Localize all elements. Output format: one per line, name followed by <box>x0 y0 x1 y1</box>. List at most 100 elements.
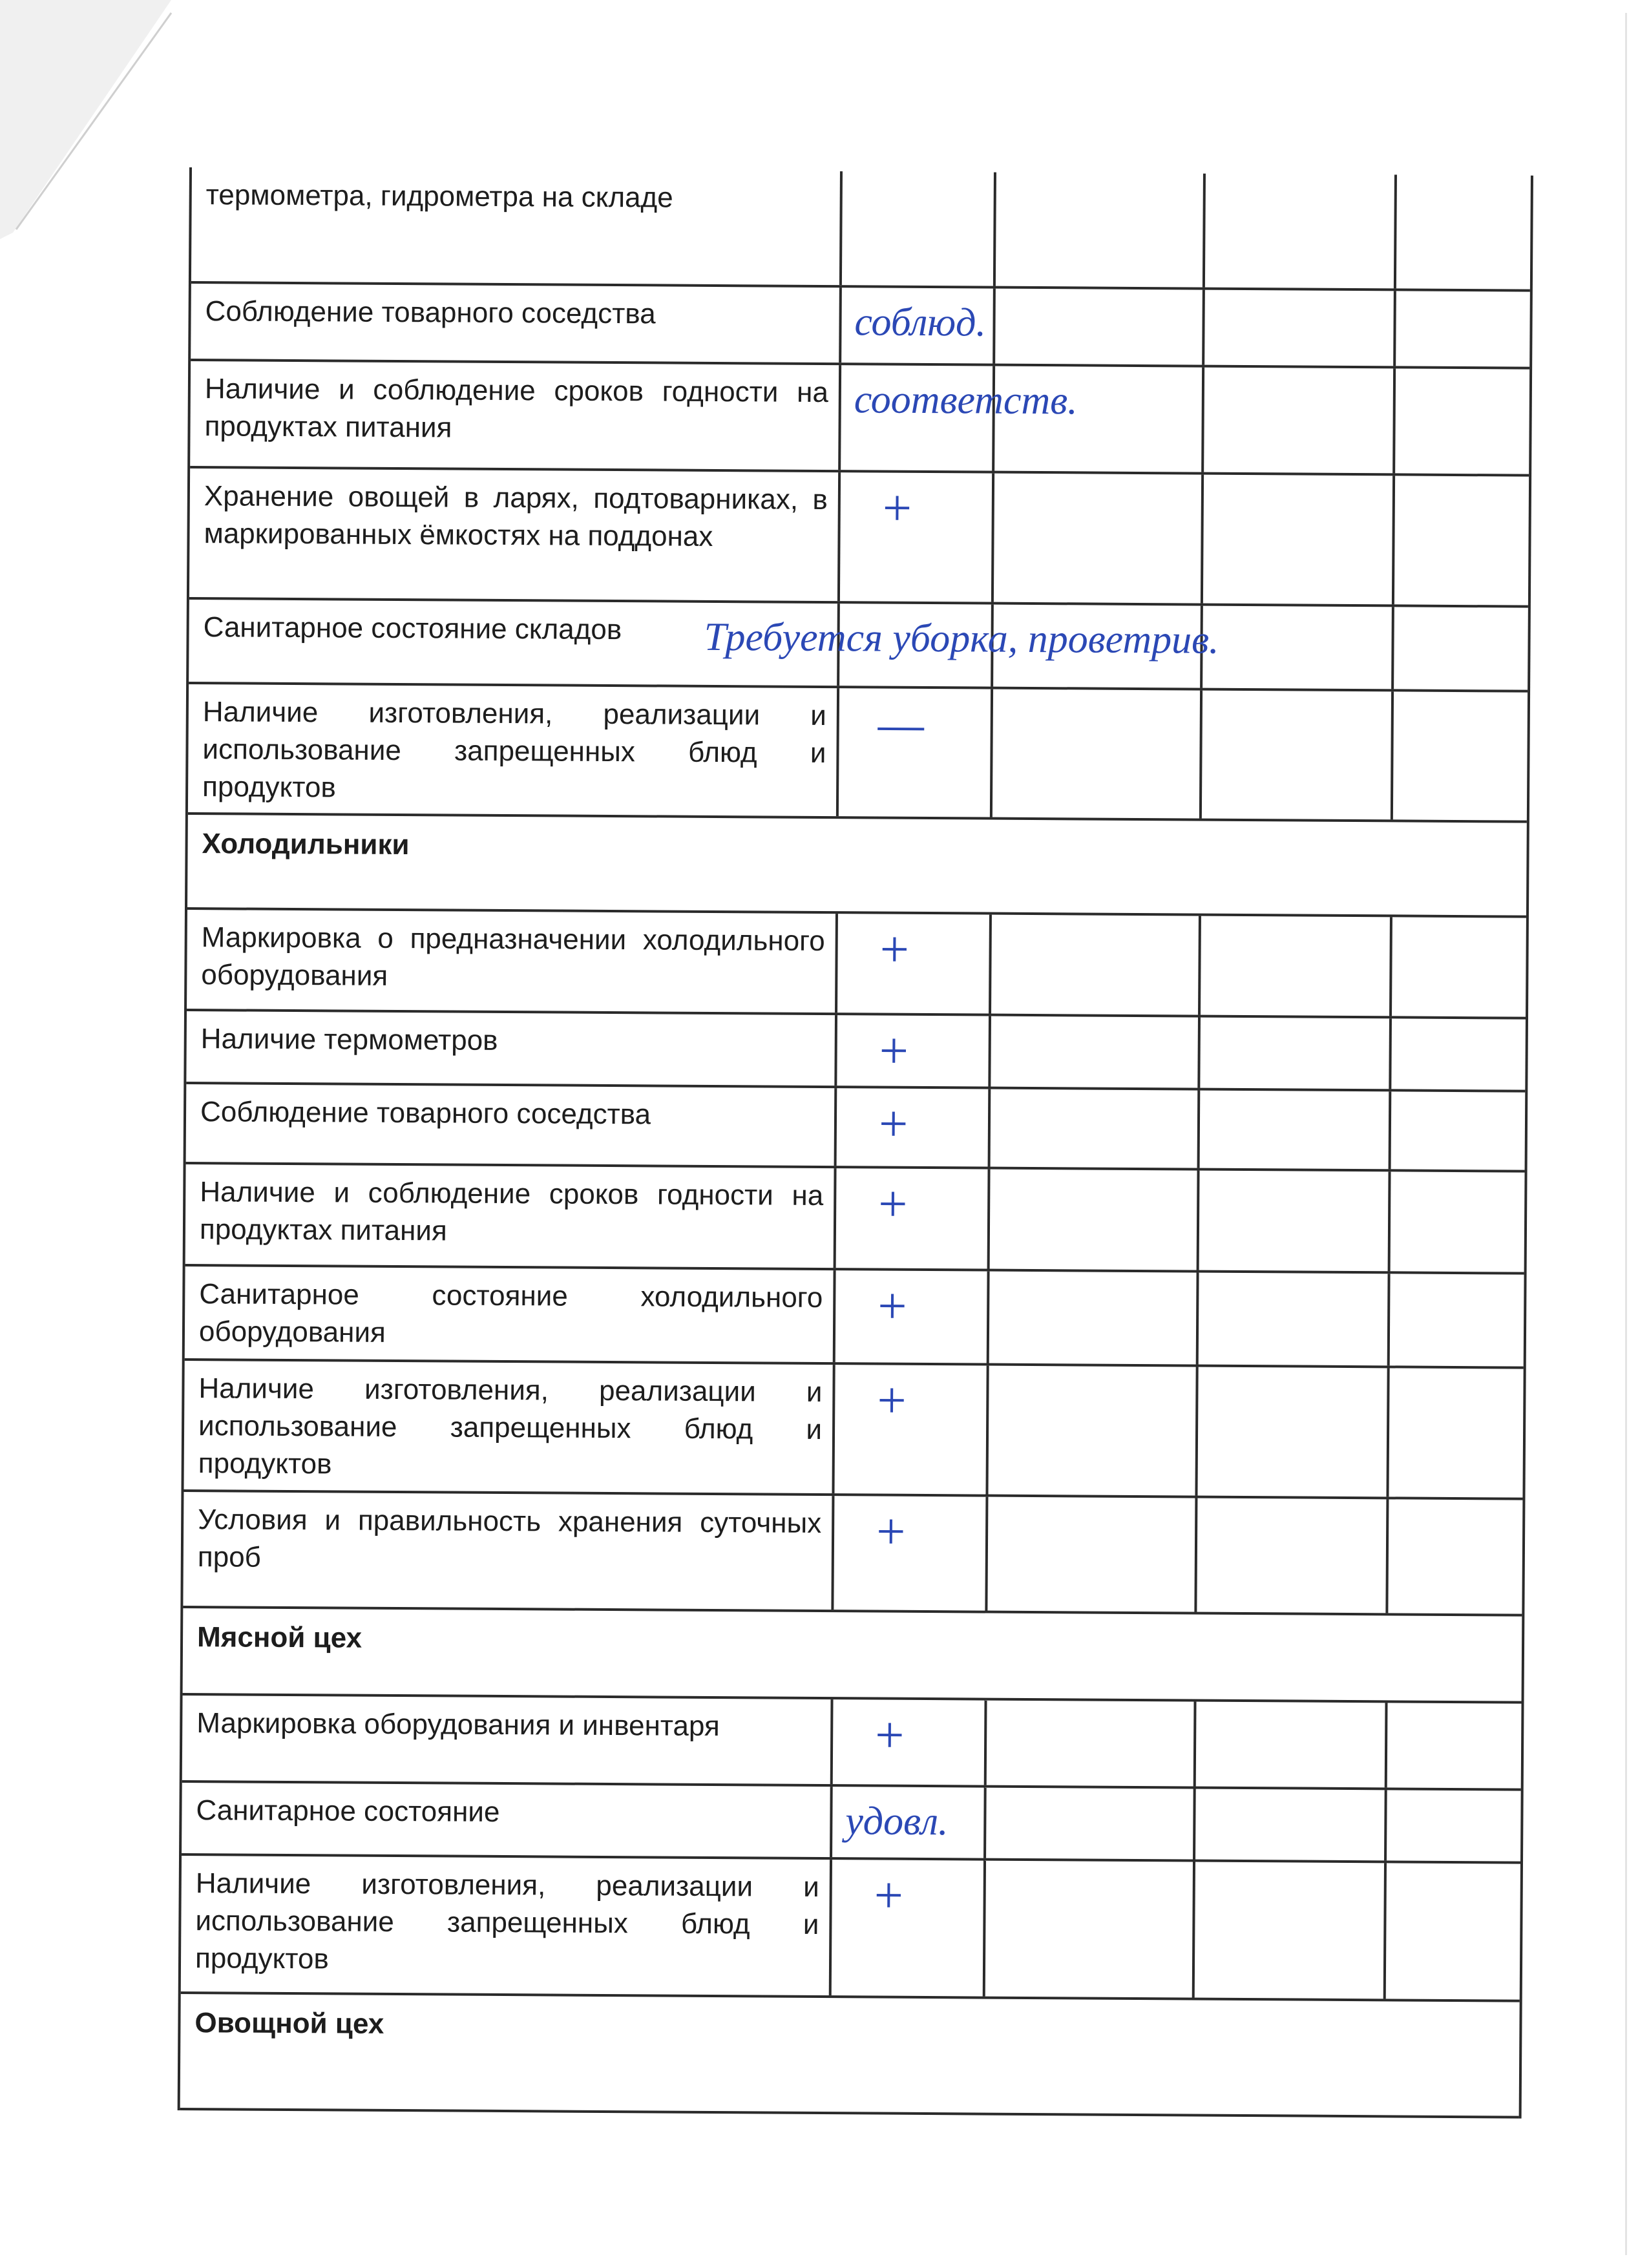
handwritten-mark: + <box>870 1867 906 1924</box>
section-title: Холодильники <box>202 828 410 861</box>
result-cell <box>1391 1018 1526 1089</box>
handwritten-mark: соблюд. <box>854 300 987 345</box>
result-cell <box>995 288 1205 365</box>
result-cell <box>989 1271 1199 1365</box>
handwritten-mark: соответств. <box>854 377 1078 423</box>
section-title: Мясной цех <box>196 1621 362 1654</box>
result-cell <box>1197 1498 1389 1613</box>
handwritten-mark: + <box>872 1503 909 1560</box>
result-cell: — <box>838 688 994 817</box>
criterion-label: Наличие и соблюдение сроков годности на … <box>190 361 842 470</box>
result-cell: удовл. <box>832 1787 987 1858</box>
criterion-label: Маркировка оборудования и инвентаря <box>182 1695 834 1785</box>
result-cell <box>990 1089 1201 1168</box>
result-cell <box>1394 607 1528 689</box>
result-cell <box>1395 368 1529 474</box>
criterion-label: Наличие термометров <box>186 1011 838 1086</box>
table-row: Маркировка о предназначении холодильного… <box>187 910 1526 1020</box>
handwritten-mark: + <box>874 1175 910 1233</box>
section-header-row: Мясной цех <box>182 1608 1522 1704</box>
result-cell <box>1201 916 1392 1016</box>
criterion-label: Наличие изготовления, реализации и испол… <box>184 1360 835 1494</box>
result-cell: + <box>837 1015 991 1087</box>
section-header-row: Овощной цех <box>180 1993 1520 2119</box>
table-row: Соблюдение товарного соседства + <box>185 1084 1526 1173</box>
criterion-label: Соблюдение товарного соседства <box>191 284 842 363</box>
table-row: термометра, гидрометра на складе <box>191 167 1531 292</box>
table-row: Наличие и соблюдение сроков годности на … <box>185 1164 1525 1275</box>
section-header-row: Холодильники <box>187 815 1527 918</box>
criterion-label: Соблюдение товарного соседства <box>185 1084 837 1166</box>
result-cell: соответств. <box>841 365 1078 471</box>
table-row: Наличие изготовления, реализации и испол… <box>184 1360 1524 1500</box>
result-cell <box>992 689 1203 819</box>
criterion-label: Маркировка о предназначении холодильного… <box>187 910 838 1013</box>
result-cell: + <box>839 472 995 602</box>
result-cell: + <box>834 1496 989 1611</box>
table-row: Санитарное состояние холодильного оборуд… <box>184 1266 1524 1369</box>
result-cell <box>988 1365 1199 1496</box>
result-cell <box>995 172 1206 288</box>
result-cell <box>1194 1862 1387 1999</box>
criterion-label: Наличие изготовления, реализации и испол… <box>180 1855 833 1996</box>
result-cell: + <box>837 914 992 1014</box>
criterion-label: Санитарное состояние <box>182 1782 833 1858</box>
criterion-label: Наличие изготовления, реализации и испол… <box>187 684 840 817</box>
result-cell <box>991 914 1201 1015</box>
criterion-label: Наличие и соблюдение сроков годности на … <box>185 1164 837 1268</box>
result-cell: + <box>832 1699 987 1785</box>
table-row: Санитарное состояние удовл. <box>182 1782 1521 1864</box>
result-cell <box>1389 1368 1523 1497</box>
page-edge <box>1625 13 1627 2255</box>
result-cell <box>1199 1170 1391 1272</box>
handwritten-mark: + <box>875 1095 911 1153</box>
handwritten-mark: — <box>877 695 925 753</box>
result-cell <box>1386 1863 1520 1999</box>
result-cell <box>1204 367 1396 474</box>
table-row: Соблюдение товарного соседства соблюд. <box>191 284 1530 370</box>
result-cell <box>1200 1017 1392 1089</box>
criterion-label: Санитарное состояние холодильного оборуд… <box>184 1266 836 1363</box>
handwritten-mark: Требуется уборка, проветрив. <box>704 614 1219 662</box>
result-cell <box>1199 1090 1392 1170</box>
handwritten-mark: + <box>876 921 912 978</box>
inspection-checklist-table: термометра, гидрометра на складе Соблюден… <box>177 167 1533 2119</box>
handwritten-mark: + <box>874 1277 910 1335</box>
result-cell: + <box>836 1088 991 1167</box>
result-cell <box>1195 1789 1387 1861</box>
table-row: Наличие термометров + <box>186 1011 1526 1093</box>
handwritten-mark: + <box>871 1706 907 1764</box>
handwritten-mark: + <box>876 1022 911 1080</box>
result-cell <box>1201 690 1394 820</box>
result-cell <box>986 1787 1196 1860</box>
handwritten-mark: + <box>874 1372 909 1429</box>
result-cell: + <box>831 1860 987 1997</box>
result-cell: соблюд. <box>841 288 996 364</box>
result-cell <box>991 1016 1201 1088</box>
result-cell <box>1390 1274 1524 1366</box>
result-cell: + <box>835 1270 990 1363</box>
result-cell <box>1388 1499 1522 1613</box>
result-cell <box>1393 691 1528 820</box>
result-cell <box>1203 474 1396 605</box>
result-cell <box>1391 1171 1525 1272</box>
result-cell <box>1391 1091 1526 1170</box>
result-cell: + <box>835 1168 991 1269</box>
table-row: Хранение овощей в ларях, подтоварниках, … <box>189 468 1529 608</box>
section-title: Овощной цех <box>194 2007 384 2040</box>
result-cell <box>1396 174 1531 289</box>
page-fold-corner <box>0 0 173 239</box>
handwritten-mark: + <box>879 479 915 537</box>
result-cell: Требуется уборка, проветрив. <box>704 604 1219 687</box>
result-cell <box>1197 1367 1390 1497</box>
result-cell <box>1396 291 1530 366</box>
result-cell <box>985 1860 1196 1998</box>
table-row: Наличие изготовления, реализации и испол… <box>180 1855 1520 2002</box>
criterion-label: термометра, гидрометра на складе <box>191 167 843 286</box>
criterion-label: Условия и правильность хранения суточных… <box>183 1491 835 1610</box>
result-cell <box>1204 289 1396 366</box>
result-cell <box>841 171 996 286</box>
result-cell <box>1195 1701 1388 1788</box>
result-cell <box>1387 1790 1521 1861</box>
result-cell <box>1392 917 1526 1016</box>
